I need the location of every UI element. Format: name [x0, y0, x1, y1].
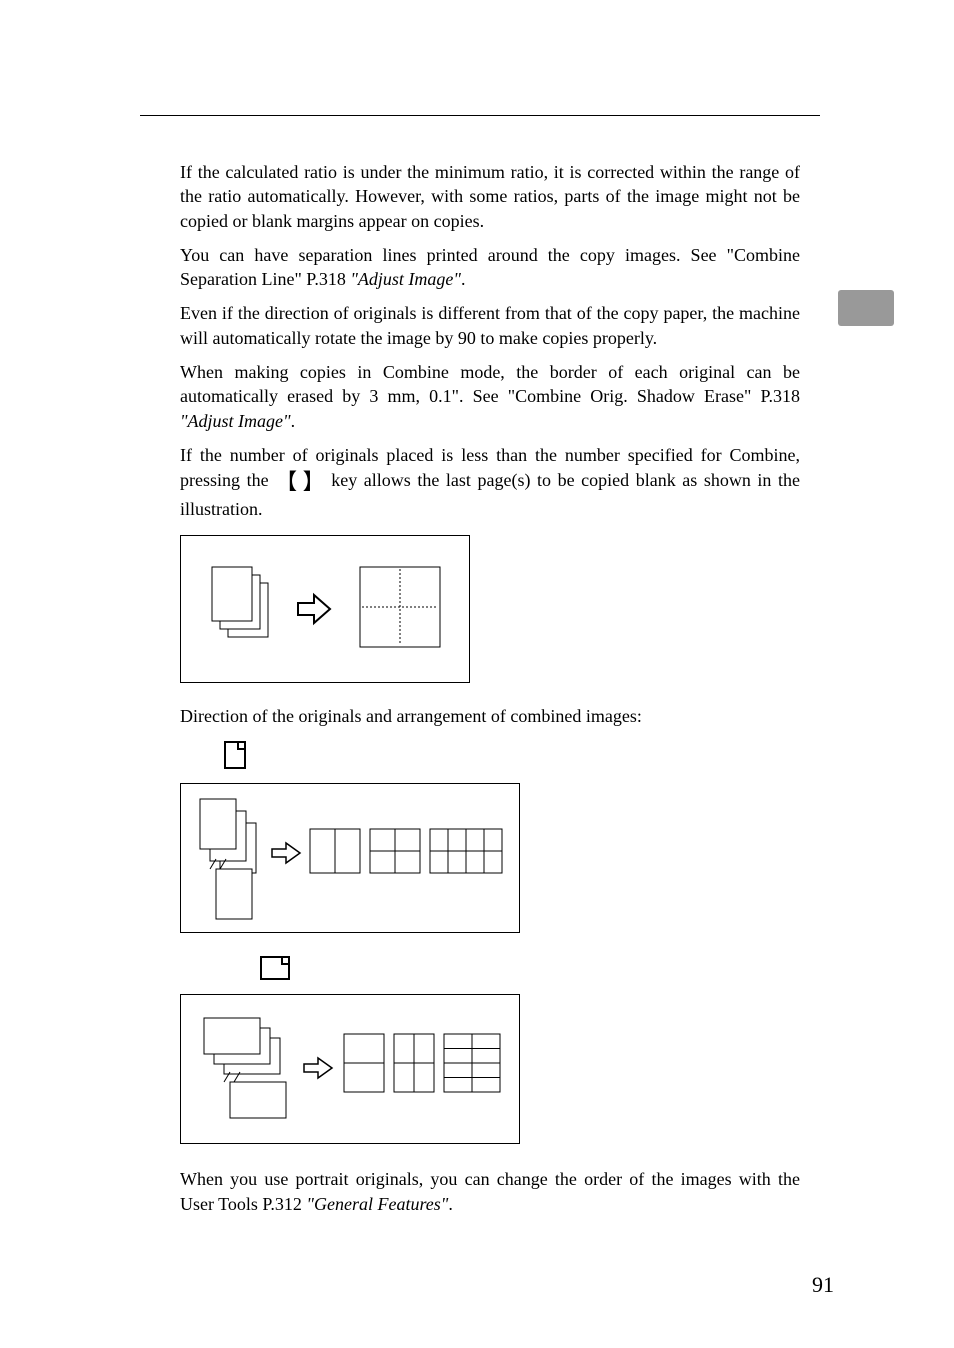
text-run: . — [448, 1194, 453, 1214]
landscape-icon — [260, 956, 290, 980]
portrait-icon — [224, 741, 246, 769]
paragraph: You can have separation lines printed ar… — [180, 243, 800, 292]
page-number: 91 — [812, 1272, 834, 1298]
orientation-portrait — [224, 741, 800, 769]
orientation-landscape — [260, 956, 800, 980]
diagram-landscape-combine — [180, 994, 800, 1149]
text-run: You can have separation lines printed ar… — [180, 245, 800, 289]
section-heading: Direction of the originals and arrangeme… — [180, 706, 800, 727]
paragraph: When you use portrait originals, you can… — [180, 1167, 800, 1216]
paragraph: Even if the direction of originals is di… — [180, 301, 800, 350]
text-run: . — [291, 411, 296, 431]
diagram-portrait-combine — [180, 783, 800, 938]
header-rule — [140, 115, 820, 116]
text-run: When making copies in Combine mode, the … — [180, 362, 800, 406]
paragraph: If the calculated ratio is under the min… — [180, 160, 800, 233]
italic-ref: "Adjust Image" — [180, 411, 291, 431]
paragraph: If the number of originals placed is les… — [180, 443, 800, 521]
text-run: When you use portrait originals, you can… — [180, 1169, 800, 1213]
key-icon: 【 】 — [275, 467, 325, 497]
italic-ref: "Adjust Image" — [350, 269, 461, 289]
page-content: If the calculated ratio is under the min… — [180, 160, 800, 1226]
diagram-blank-page — [180, 535, 800, 688]
italic-ref: "General Features" — [306, 1194, 448, 1214]
text-run: . — [461, 269, 466, 289]
paragraph: When making copies in Combine mode, the … — [180, 360, 800, 433]
chapter-tab — [838, 290, 894, 326]
